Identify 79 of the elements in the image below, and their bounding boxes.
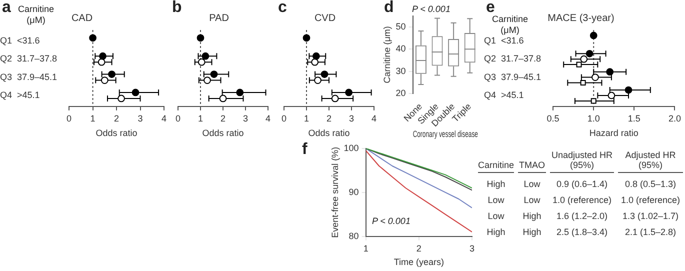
x-tick-label: 2.0 (668, 113, 681, 124)
x-tick-label: 3 (138, 113, 143, 124)
text: High (522, 211, 542, 221)
y-tick-label: Q1 <31.6 (484, 35, 524, 46)
text: 0.9 (0.6–1.4) (555, 179, 609, 189)
chart-title: CAD (71, 12, 93, 24)
text: High (522, 227, 542, 237)
x-axis-title: Coronary vessel disease (412, 128, 478, 140)
text: 1.3 (1.02–1.7) (621, 211, 680, 221)
chart-title: MACE (3-year) (548, 12, 614, 24)
y-axis-title: Event-free survival (%) (330, 146, 340, 238)
x-axis-title: Odds ratio (202, 128, 244, 138)
y-tick-label: 80 (348, 230, 359, 241)
x-tick-label: 4 (371, 113, 377, 124)
y-tick-label: 30 (396, 66, 406, 76)
x-tick-label: 2 (326, 113, 332, 124)
x-tick-label: 1 (304, 113, 310, 124)
chart-title: CVD (314, 12, 336, 24)
y-tick-label: Q1 <31.6 (0, 35, 40, 46)
text: 1.6 (1.2–2.0) (555, 211, 609, 221)
x-tick-label: 3 (469, 243, 475, 254)
y-tick-label: Q4 >45.1 (484, 90, 524, 100)
x-tick-label: 0.5 (546, 113, 560, 124)
y-tick-label: Q2 31.7–37.8 (0, 54, 58, 64)
text: f (302, 141, 308, 158)
text: e (486, 0, 495, 16)
text: Adjusted HR (95%) (618, 150, 683, 173)
y-tick-label: 40 (396, 44, 406, 54)
x-tick-label: 1 (90, 113, 96, 124)
x-tick-label: 3 (242, 113, 248, 124)
text: P < 0.001 (412, 4, 450, 15)
x-tick-label: 2 (416, 243, 422, 254)
x-tick-label: 4 (265, 113, 271, 124)
text: 1.0 (reference) (620, 195, 682, 205)
x-tick-label: 4 (161, 113, 167, 124)
text: 2.1 (1.5–2.8) (624, 227, 678, 237)
text: 2.5 (1.8–3.4) (555, 227, 609, 237)
y-tick-label: 50 (396, 22, 406, 32)
y-tick-label: 90 (348, 186, 359, 197)
x-tick-label: 0 (66, 113, 72, 124)
x-axis-title: Odds ratio (308, 128, 350, 138)
annotation: P < 0.001 (372, 216, 410, 227)
x-tick-label: 2 (114, 113, 120, 124)
y-axis-title: Carnitine (μm) (382, 26, 392, 84)
text: d (384, 0, 394, 16)
text: Low (486, 195, 506, 205)
y-tick-label: 20 (396, 88, 406, 98)
text: Unadjusted HR (95%) (550, 150, 614, 173)
x-tick-label: 1 (363, 243, 368, 254)
y-tick-label: 100 (344, 142, 359, 153)
x-tick-label: 3 (348, 113, 354, 124)
text: 0.8 (0.5–1.3) (624, 179, 678, 189)
text: a (2, 0, 11, 16)
y-tick-label: Q3 37.9–45.1 (0, 72, 58, 82)
text: Carnitine (μM) (490, 14, 530, 36)
text: Carnitine (478, 160, 514, 173)
chart-title: PAD (209, 12, 229, 24)
text: TMAO (518, 160, 546, 173)
y-tick-label: Q4 >45.1 (0, 90, 40, 100)
x-tick-label: 0 (281, 113, 287, 124)
x-tick-label: 1.5 (628, 113, 640, 124)
x-tick-label: 1 (198, 113, 204, 124)
text: b (172, 0, 182, 16)
x-tick-label: 1.0 (587, 113, 600, 124)
text: High (486, 179, 506, 189)
x-axis-title: Odds ratio (96, 128, 138, 138)
text: 1.0 (reference) (551, 195, 613, 205)
text: Low (486, 211, 506, 221)
text: c (278, 0, 287, 16)
y-tick-label: Q3 37.9–45.1 (484, 72, 542, 82)
text: Low (522, 195, 542, 205)
x-axis-title: Hazard ratio (589, 128, 638, 138)
x-tick-label: 2 (220, 113, 226, 124)
x-axis-title: Time (years) (394, 257, 444, 268)
x-tick-label: 0 (175, 113, 181, 124)
text: Low (522, 179, 542, 189)
text: Carnitine (μM) (16, 4, 56, 26)
text: High (486, 227, 506, 237)
y-tick-label: Q2 31.7–37.8 (484, 54, 542, 64)
